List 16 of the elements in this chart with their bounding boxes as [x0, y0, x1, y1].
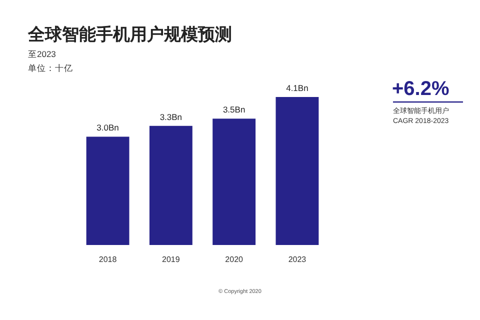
data-label: 3.0Bn: [96, 122, 120, 133]
bar: [86, 136, 130, 245]
bar: [276, 97, 319, 245]
text: +6.2%: [392, 78, 450, 100]
bar: [212, 118, 256, 245]
x-tick-label: 2019: [162, 255, 180, 264]
y-axis-title: 单位：十亿: [28, 63, 73, 73]
bar: [149, 126, 192, 245]
data-label: 4.1Bn: [286, 83, 309, 93]
x-tick-label: 2018: [98, 255, 118, 264]
data-label: 3.3Bn: [160, 112, 182, 122]
x-tick-label: 2020: [225, 255, 244, 264]
x-tick-label: 2023: [288, 255, 307, 264]
chart-subtitle: 至2023: [28, 49, 56, 59]
data-label: 3.5Bn: [222, 104, 246, 115]
chart-title: 全球智能手机用户规模预测: [27, 25, 232, 44]
